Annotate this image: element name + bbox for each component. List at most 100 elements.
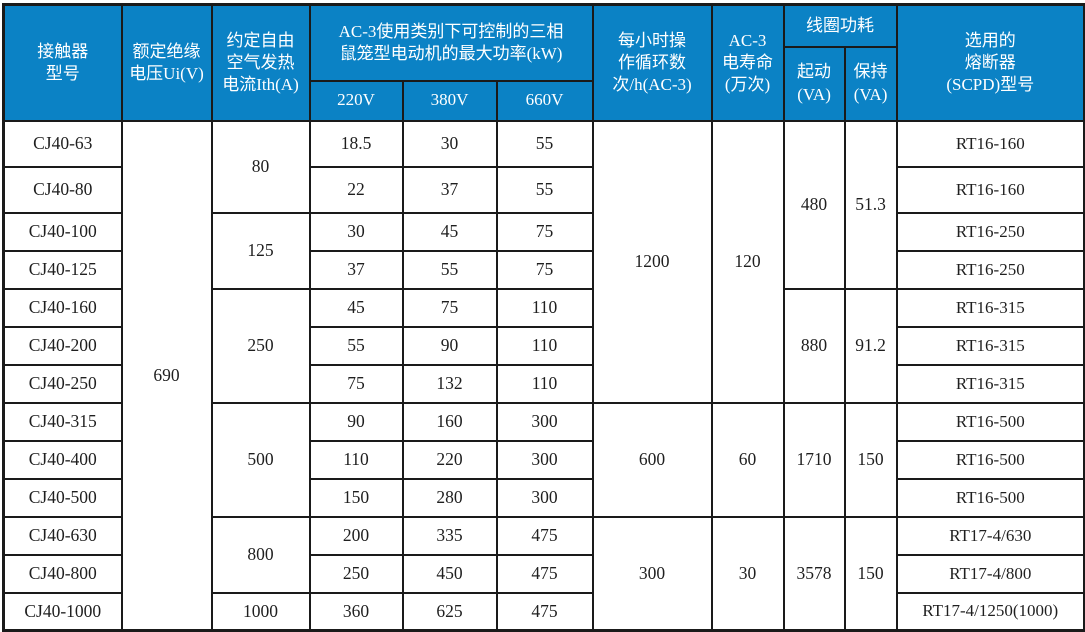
ith-cell: 125	[210, 211, 311, 290]
fuse-cell: RT16-160	[895, 165, 1085, 214]
p660-cell: 475	[495, 591, 594, 632]
p380-cell: 45	[401, 211, 498, 252]
model-cell: CJ40-125	[2, 249, 123, 290]
coil-start-cell: 880	[782, 287, 846, 404]
p660-cell: 55	[495, 119, 594, 168]
p220-cell: 75	[308, 363, 404, 404]
table-row: CJ40-200 55 90 110 RT16-315	[2, 325, 1085, 366]
header-row-voltage-sub: 220V 380V 660V	[4, 79, 1085, 122]
p380-cell: 625	[401, 591, 498, 632]
fuse-cell: RT17-4/1250(1000)	[895, 591, 1085, 632]
p380-cell: 132	[401, 363, 498, 404]
p380-cell: 75	[401, 287, 498, 328]
model-cell: CJ40-80	[2, 165, 123, 214]
table-row: CJ40-160 250 45 75 110 880 91.2 RT16-315	[2, 287, 1085, 404]
p660-cell: 475	[495, 553, 594, 594]
ith-cell: 1000	[210, 591, 311, 632]
table-row: CJ40-315 500 90 160 300 600 60 1710 150 RT16-500	[2, 401, 1085, 518]
col-header-coil-consumption-group: 线圈功耗	[782, 3, 898, 48]
fuse-cell: RT16-315	[895, 325, 1085, 366]
fuse-cell: RT16-160	[895, 119, 1085, 168]
p660-cell: 55	[495, 165, 594, 214]
col-header-220v: 220V	[308, 79, 404, 122]
model-cell: CJ40-1000	[2, 591, 123, 632]
ui-cell: 690	[120, 119, 213, 632]
life-cell: 60	[710, 401, 785, 518]
coil-start-cell: 480	[782, 119, 846, 290]
table-header: 接触器 型号 额定绝缘 电压Ui(V) 约定自由 空气发热 电流Ith(A) A…	[2, 3, 1085, 122]
p380-cell: 280	[401, 477, 498, 518]
p220-cell: 45	[308, 287, 404, 328]
coil-start-cell: 1710	[782, 401, 846, 518]
table-row: CJ40-100 125 30 45 75 RT16-250	[2, 211, 1085, 290]
table-row: CJ40-63 690 80 18.5 30 55 1200 120 480 51.3 RT16-1…	[2, 119, 1085, 632]
fuse-cell: RT16-250	[895, 249, 1085, 290]
fuse-cell: RT16-315	[895, 363, 1085, 404]
table-row: CJ40-800 250 450 475 RT17-4/800	[2, 553, 1085, 594]
col-header-fuse-model: 选用的 熔断器 (SCPD)型号	[895, 3, 1085, 122]
p660-cell: 75	[495, 249, 594, 290]
p380-cell: 90	[401, 325, 498, 366]
table-row: CJ40-250 75 132 110 RT16-315	[2, 363, 1085, 404]
p380-cell: 450	[401, 553, 498, 594]
col-header-max-power-group: AC-3使用类别下可控制的三相 鼠笼型电动机的最大功率(kW)	[308, 3, 594, 82]
p660-cell: 110	[495, 363, 594, 404]
cycles-cell: 600	[591, 401, 713, 518]
model-cell: CJ40-100	[2, 211, 123, 252]
model-cell: CJ40-200	[2, 325, 123, 366]
header-row-coil-sub: 起动 (VA) 保持 (VA)	[4, 45, 1085, 122]
fuse-cell: RT16-500	[895, 477, 1085, 518]
coil-start-cell: 3578	[782, 515, 846, 632]
p660-cell: 300	[495, 401, 594, 442]
model-cell: CJ40-800	[2, 553, 123, 594]
model-cell: CJ40-63	[2, 119, 123, 168]
p380-cell: 37	[401, 165, 498, 214]
table-row: CJ40-500 150 280 300 RT16-500	[2, 477, 1085, 518]
p220-cell: 55	[308, 325, 404, 366]
fuse-cell: RT16-250	[895, 211, 1085, 252]
contactor-spec-table: 接触器 型号 额定绝缘 电压Ui(V) 约定自由 空气发热 电流Ith(A) A…	[2, 3, 1085, 632]
p660-cell: 300	[495, 477, 594, 518]
p220-cell: 250	[308, 553, 404, 594]
coil-hold-cell: 91.2	[843, 287, 898, 404]
coil-hold-cell: 150	[843, 401, 898, 518]
table-row: CJ40-1000 1000 360 625 475 RT17-4/1250(1000)	[2, 591, 1085, 632]
table-row: CJ40-125 37 55 75 RT16-250	[2, 249, 1085, 290]
fuse-cell: RT17-4/800	[895, 553, 1085, 594]
p220-cell: 18.5	[308, 119, 404, 168]
col-header-thermal-current: 约定自由 空气发热 电流Ith(A)	[210, 3, 311, 122]
p220-cell: 360	[308, 591, 404, 632]
p380-cell: 30	[401, 119, 498, 168]
cycles-cell: 300	[591, 515, 713, 632]
col-header-insulation-voltage: 额定绝缘 电压Ui(V)	[120, 3, 213, 122]
col-header-380v: 380V	[401, 79, 498, 122]
p220-cell: 22	[308, 165, 404, 214]
fuse-cell: RT16-500	[895, 401, 1085, 442]
table-row: CJ40-80 22 37 55 RT16-160	[2, 165, 1085, 214]
p220-cell: 110	[308, 439, 404, 480]
coil-hold-cell: 150	[843, 515, 898, 632]
ith-cell: 250	[210, 287, 311, 404]
ith-cell: 800	[210, 515, 311, 594]
model-cell: CJ40-500	[2, 477, 123, 518]
p220-cell: 200	[308, 515, 404, 556]
ith-cell: 500	[210, 401, 311, 518]
header-row-top: 接触器 型号 额定绝缘 电压Ui(V) 约定自由 空气发热 电流Ith(A) A…	[2, 3, 1085, 122]
p660-cell: 75	[495, 211, 594, 252]
col-header-electrical-life: AC-3 电寿命 (万次)	[710, 3, 785, 122]
life-cell: 30	[710, 515, 785, 632]
p220-cell: 30	[308, 211, 404, 252]
table-row: CJ40-400 110 220 300 RT16-500	[2, 439, 1085, 480]
coil-hold-cell: 51.3	[843, 119, 898, 290]
p220-cell: 90	[308, 401, 404, 442]
p380-cell: 160	[401, 401, 498, 442]
p660-cell: 300	[495, 439, 594, 480]
table-row: CJ40-630 800 200 335 475 300 30 3578 150 RT17-4/6…	[2, 515, 1085, 632]
p660-cell: 110	[495, 325, 594, 366]
p380-cell: 220	[401, 439, 498, 480]
p660-cell: 475	[495, 515, 594, 556]
model-cell: CJ40-630	[2, 515, 123, 556]
col-header-model: 接触器 型号	[2, 3, 123, 122]
model-cell: CJ40-250	[2, 363, 123, 404]
col-header-cycles-per-hour: 每小时操 作循环数 次/h(AC-3)	[591, 3, 713, 122]
